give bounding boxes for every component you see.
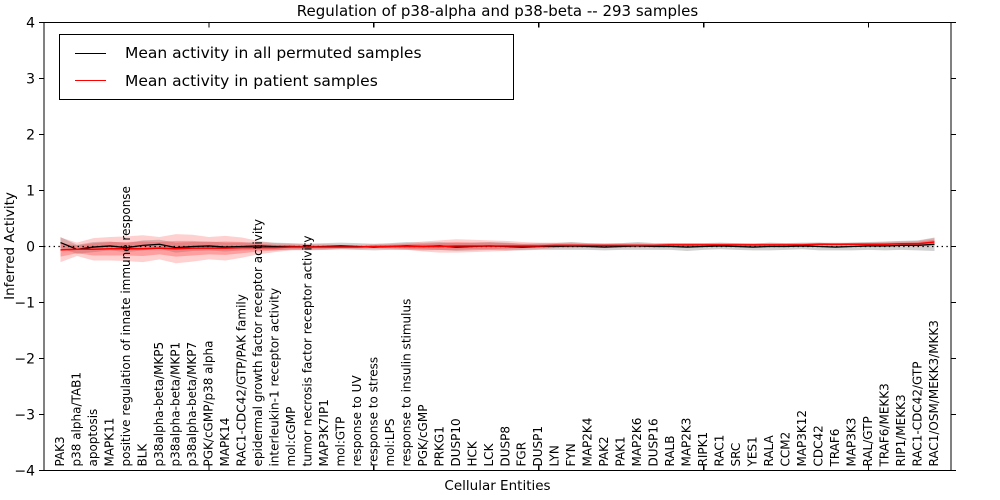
x-tick-label: DUSP1 [531,426,545,467]
x-tick-label: SRC [729,443,743,467]
y-tick-label: −1 [14,296,35,312]
x-tick-label: mol:cGMP [284,407,298,467]
patient-range-band-outer [60,234,935,264]
x-tick-label: MAP3K12 [795,410,809,467]
x-tick-label: RALA [762,434,776,466]
x-tick-label: DUSP8 [498,426,512,467]
x-tick-label: p38alpha-beta/MKP7 [185,342,199,467]
x-tick-label: YES1 [746,436,760,467]
legend-label-patient: Mean activity in patient samples [125,71,378,90]
y-tick-label: −4 [14,464,35,480]
x-tick-label: DUSP16 [647,418,661,466]
red-line-sample-icon [75,80,106,82]
x-tick-label: CDC42 [812,425,826,466]
x-tick-label: MAP2K4 [581,418,595,467]
x-tick-label: FYN [564,443,578,466]
x-tick-label: TRAF6/MEKK3 [878,383,892,467]
x-tick-label: tumor necrosis factor receptor activity [300,236,314,467]
y-tick-label: −3 [14,408,35,424]
x-tick-label: MAP3K7IP1 [317,399,331,466]
x-tick-label: PAK2 [597,436,611,466]
legend-item-patient: Mean activity in patient samples [60,72,513,90]
x-tick-label: p38 alpha/TAB1 [69,372,83,466]
y-tick-label: 3 [26,72,35,88]
x-tick-label: interleukin-1 receptor activity [267,288,281,467]
x-tick-label: MAPK11 [102,418,116,467]
x-tick-label: PAK1 [614,436,628,466]
x-axis-label: Cellular Entities [444,478,551,494]
x-tick-label: PGK/cGMP [416,405,430,467]
legend: Mean activity in all permuted samples Me… [59,34,514,100]
x-tick-label: epidermal growth factor receptor activit… [251,219,265,466]
x-tick-label: PAK3 [53,436,67,466]
x-tick-label: response to stress [366,357,380,467]
x-tick-label: MAP2K6 [630,418,644,467]
x-tick-label: MAP2K3 [680,418,694,467]
x-tick-label: RIPK1 [696,432,710,467]
black-line-sample-icon [75,52,106,54]
x-tick-label: mol:GTP [333,417,347,467]
x-tick-label: RAC1/OSM/MEKK3/MKK3 [927,320,941,466]
x-tick-label: PRKG1 [432,426,446,466]
patient-range-band-inner [60,239,935,257]
x-tick-label: LYN [548,445,562,466]
x-tick-label: TRAF6 [828,429,842,468]
x-tick-label: DUSP10 [449,418,463,466]
x-tick-label: MAP3K3 [845,418,859,467]
x-tick-label: HCK [465,440,479,466]
x-tick-label: RAC1-CDC42/GTP [911,362,925,467]
x-tick-label: RAC1-CDC42/GTP/PAK family [234,294,248,466]
x-tick-label: RAL/GTP [861,416,875,466]
x-tick-label: BLK [135,443,149,467]
y-tick-label: 0 [26,240,35,256]
x-tick-label: response to insulin stimulus [399,299,413,467]
x-tick-label: mol:LPS [383,419,397,467]
x-tick-label: RIP1/MEKK3 [894,394,908,466]
x-tick-label: MAPK14 [218,418,232,467]
x-tick-label: positive regulation of innate immune res… [119,186,133,466]
x-tick-label: response to UV [350,375,364,467]
x-tick-label: RALB [663,436,677,467]
patient-mean-line [60,241,935,251]
y-tick-label: −2 [14,352,35,368]
x-tick-label: p38alpha-beta/MKP1 [168,342,182,467]
y-tick-label: 2 [26,128,35,144]
x-tick-label: CCM2 [779,432,793,467]
x-tick-label: LCK [482,442,496,466]
x-tick-label: apoptosis [86,409,100,467]
x-tick-label: PGK/cGMP/p38 alpha [201,341,215,467]
legend-label-permuted: Mean activity in all permuted samples [125,44,422,63]
x-tick-label: FGR [515,442,529,467]
x-tick-label: p38alpha-beta/MKP5 [152,342,166,467]
legend-item-permuted: Mean activity in all permuted samples [60,44,513,62]
y-tick-label: 4 [26,16,35,32]
y-tick-label: 1 [26,184,35,200]
x-tick-label: RAC1 [713,435,727,467]
chart-title: Regulation of p38-alpha and p38-beta -- … [296,2,699,20]
